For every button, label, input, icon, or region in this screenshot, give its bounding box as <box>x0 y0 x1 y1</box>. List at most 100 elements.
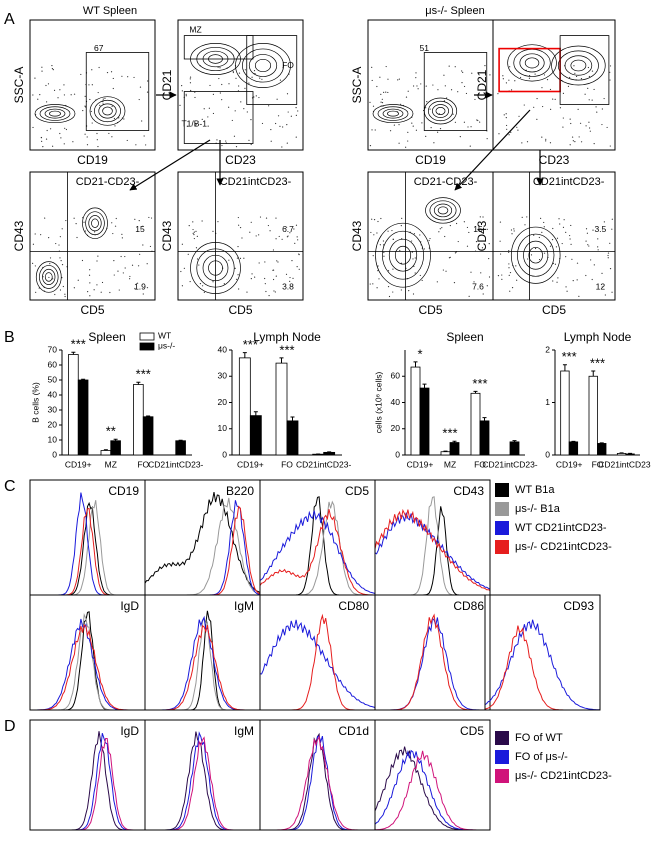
event-dot <box>45 84 47 87</box>
contour <box>39 106 71 121</box>
event-dot <box>84 133 86 135</box>
event-dot <box>593 143 595 145</box>
event-dot <box>76 236 78 239</box>
event-dot <box>134 218 136 220</box>
event-dot <box>549 245 552 247</box>
event-dot <box>511 287 514 289</box>
event-dot <box>48 237 50 239</box>
event-dot <box>484 65 486 67</box>
event-dot <box>96 139 98 141</box>
event-dot <box>53 89 56 92</box>
histogram <box>144 492 261 594</box>
event-dot <box>86 136 88 138</box>
event-dot <box>32 243 35 245</box>
event-dot <box>473 281 475 283</box>
event-dot <box>454 66 456 68</box>
event-dot <box>84 230 87 232</box>
gate <box>183 91 254 144</box>
event-dot <box>414 272 416 274</box>
event-dot <box>445 270 447 272</box>
event-dot <box>146 287 149 289</box>
histogram <box>145 497 261 596</box>
event-dot <box>550 108 552 110</box>
histogram-frame <box>484 594 601 711</box>
event-dot <box>264 277 266 280</box>
event-dot <box>461 70 463 72</box>
event-dot <box>122 272 124 274</box>
event-dot <box>587 66 590 69</box>
event-dot <box>142 244 144 246</box>
significance: *** <box>562 349 577 364</box>
event-dot <box>91 122 93 124</box>
event-dot <box>405 96 408 98</box>
histogram <box>30 612 145 711</box>
event-dot <box>570 243 572 245</box>
event-dot <box>377 220 379 223</box>
event-dot <box>232 71 234 74</box>
event-dot <box>109 291 111 294</box>
event-dot <box>60 260 62 262</box>
event-dot <box>254 276 256 278</box>
event-dot <box>209 84 211 87</box>
error-bar <box>103 449 108 451</box>
event-dot <box>381 98 383 100</box>
event-dot <box>145 144 147 146</box>
event-dot <box>124 255 126 258</box>
event-dot <box>591 99 593 101</box>
marker-label: CD1d <box>338 724 369 738</box>
event-dot <box>64 295 66 298</box>
event-dot <box>201 118 203 120</box>
event-dot <box>279 79 282 81</box>
event-dot <box>580 78 583 80</box>
event-dot <box>298 268 300 270</box>
event-dot <box>579 122 582 124</box>
event-dot <box>510 229 513 231</box>
event-dot <box>554 98 556 100</box>
histogram <box>375 613 490 711</box>
event-dot <box>388 295 391 298</box>
event-dot <box>237 90 240 92</box>
contour <box>435 107 446 115</box>
legend-swatch <box>495 502 509 516</box>
event-dot <box>466 226 469 229</box>
event-dot <box>88 274 91 276</box>
event-dot <box>588 245 590 247</box>
x-tick-label: MZ <box>444 459 456 469</box>
gate <box>498 47 561 93</box>
event-dot <box>377 265 379 267</box>
event-dot <box>393 124 395 126</box>
contour <box>49 110 61 117</box>
event-dot <box>559 223 561 225</box>
contour <box>564 55 593 76</box>
event-dot <box>588 99 590 101</box>
event-dot <box>221 83 223 86</box>
event-dot <box>597 238 599 240</box>
event-dot <box>457 240 459 243</box>
event-dot <box>601 272 603 274</box>
event-dot <box>97 91 99 94</box>
event-dot <box>469 145 471 147</box>
error-bar <box>473 390 478 394</box>
event-dot <box>82 109 84 112</box>
event-dot <box>39 94 41 96</box>
event-dot <box>540 217 542 219</box>
contour <box>235 43 291 88</box>
event-dot <box>607 254 609 257</box>
event-dot <box>181 285 183 287</box>
x-tick-label: FO <box>137 459 149 469</box>
event-dot <box>372 255 374 257</box>
event-dot <box>588 75 590 78</box>
event-dot <box>385 65 387 68</box>
bar <box>249 415 262 456</box>
contour <box>85 211 105 236</box>
event-dot <box>370 231 372 234</box>
contour <box>523 240 549 270</box>
event-dot <box>286 236 288 238</box>
contour <box>524 57 540 69</box>
event-dot <box>470 126 472 128</box>
event-dot <box>412 293 415 295</box>
event-dot <box>258 262 260 264</box>
event-dot <box>551 239 554 241</box>
event-dot <box>58 244 60 246</box>
bar <box>323 451 336 456</box>
